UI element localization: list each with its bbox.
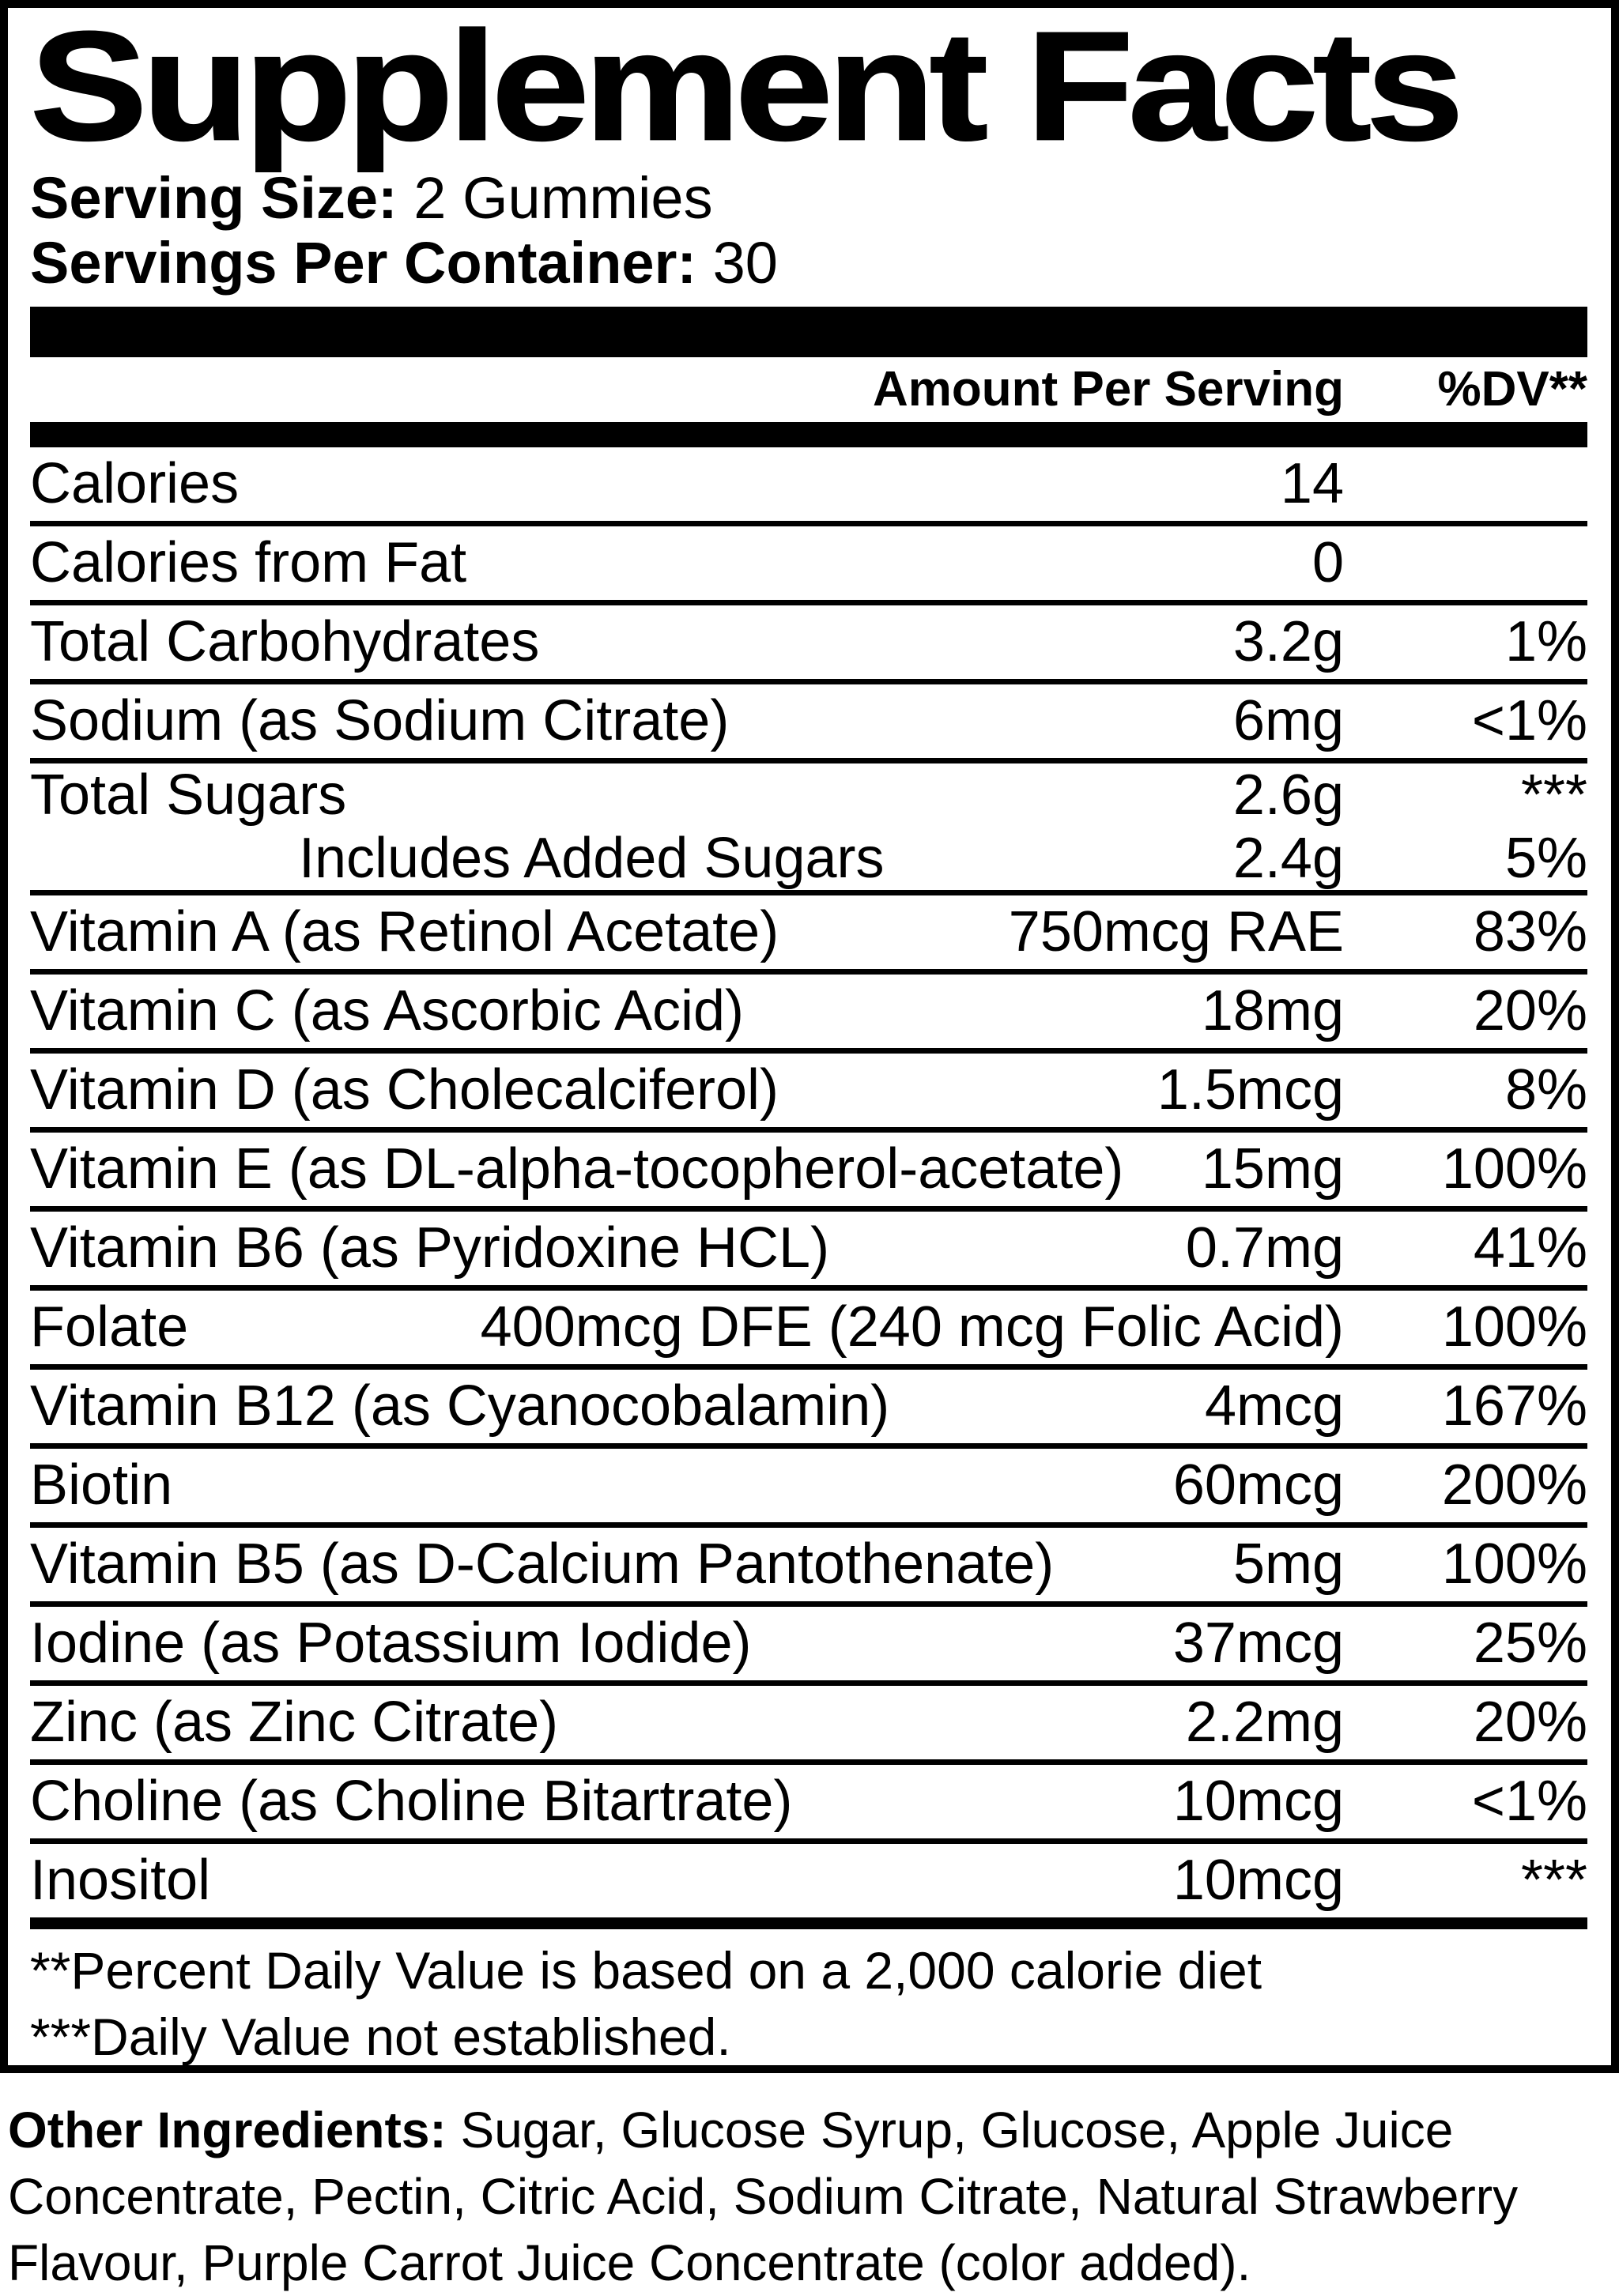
footnote-dv: **Percent Daily Value is based on a 2,00…	[30, 1941, 1262, 2000]
table-row: Vitamin B5 (as D-Calcium Pantothenate) 5m…	[30, 1528, 1587, 1607]
divider-bar-top	[30, 307, 1587, 357]
nutrient-dv: <1%	[1471, 689, 1587, 752]
nutrient-label: Inositol	[30, 1849, 211, 1912]
nutrient-amount: 18mg	[1201, 979, 1344, 1042]
serving-size-label: Serving Size:	[30, 165, 398, 231]
nutrient-label: Choline (as Choline Bitartrate)	[30, 1770, 793, 1833]
nutrient-label: Includes Added Sugars	[299, 827, 885, 890]
servings-per-container-value: 30	[696, 230, 778, 296]
table-row: Biotin 60mcg 200%	[30, 1449, 1587, 1528]
footnote-not-established: ***Daily Value not established.	[30, 2008, 731, 2066]
nutrient-dv: <1%	[1471, 1770, 1587, 1833]
other-ingredients-label: Other Ingredients:	[8, 2102, 447, 2158]
nutrient-label: Calories	[30, 452, 240, 515]
table-row: Vitamin B6 (as Pyridoxine HCL) 0.7mg 41%	[30, 1212, 1587, 1291]
table-row: Inositol 10mcg ***	[30, 1844, 1587, 1917]
nutrient-amount: 750mcg RAE	[1008, 900, 1344, 963]
nutrient-label: Vitamin B5 (as D-Calcium Pantothenate)	[30, 1533, 1055, 1596]
nutrient-amount: 0.7mg	[1185, 1216, 1344, 1280]
divider-bar-header	[30, 422, 1587, 447]
nutrient-dv: 20%	[1473, 1691, 1587, 1754]
table-row: Choline (as Choline Bitartrate) 10mcg <1%	[30, 1765, 1587, 1844]
nutrient-label: Zinc (as Zinc Citrate)	[30, 1691, 559, 1754]
table-row: Vitamin D (as Cholecalciferol) 1.5mcg 8%	[30, 1054, 1587, 1133]
nutrient-table: Calories 14 Calories from Fat 0 Total Carboh…	[30, 447, 1587, 1917]
table-row: Sodium (as Sodium Citrate) 6mg <1%	[30, 684, 1587, 763]
nutrient-amount: 400mcg DFE (240 mcg Folic Acid)	[480, 1295, 1344, 1359]
nutrient-dv: ***	[1520, 763, 1587, 827]
nutrient-label: Vitamin B6 (as Pyridoxine HCL)	[30, 1216, 830, 1280]
nutrient-dv: 100%	[1441, 1295, 1587, 1359]
nutrient-dv: 5%	[1504, 827, 1587, 890]
nutrient-dv: 100%	[1441, 1137, 1587, 1201]
nutrient-amount: 3.2g	[1232, 610, 1344, 673]
table-row: Vitamin A (as Retinol Acetate) 750mcg RAE…	[30, 895, 1587, 975]
nutrient-amount: 5mg	[1232, 1533, 1344, 1596]
nutrient-label: Calories from Fat	[30, 531, 467, 594]
nutrient-dv: 25%	[1473, 1612, 1587, 1675]
nutrient-amount: 37mcg	[1172, 1612, 1344, 1675]
nutrient-label: Total Carbohydrates	[30, 610, 540, 673]
nutrient-amount: 14	[1280, 452, 1344, 515]
serving-size-line: Serving Size: 2 Gummies	[30, 166, 1587, 231]
table-header-row: Amount Per Serving %DV**	[30, 357, 1587, 422]
serving-size-value: 2 Gummies	[397, 165, 713, 231]
nutrient-label: Vitamin C (as Ascorbic Acid)	[30, 979, 744, 1042]
table-row: Vitamin E (as DL-alpha-tocopherol-acetat…	[30, 1133, 1587, 1212]
nutrient-dv: 41%	[1473, 1216, 1587, 1280]
table-row: Vitamin B12 (as Cyanocobalamin) 4mcg 167%	[30, 1370, 1587, 1449]
nutrient-label: Iodine (as Potassium Iodide)	[30, 1612, 752, 1675]
nutrient-dv: 200%	[1441, 1453, 1587, 1517]
nutrient-dv: 167%	[1441, 1374, 1587, 1438]
table-row: Vitamin C (as Ascorbic Acid) 18mg 20%	[30, 975, 1587, 1054]
nutrient-amount: 60mcg	[1172, 1453, 1344, 1517]
other-ingredients: Other Ingredients: Sugar, Glucose Syrup,…	[0, 2073, 1619, 2296]
supplement-facts-panel: Supplement Facts Serving Size: 2 Gummies…	[0, 0, 1619, 2073]
nutrient-label: Vitamin E (as DL-alpha-tocopherol-acetat…	[30, 1137, 1124, 1201]
nutrient-dv: 20%	[1473, 979, 1587, 1042]
nutrient-label: Vitamin D (as Cholecalciferol)	[30, 1058, 779, 1122]
nutrient-dv: 8%	[1504, 1058, 1587, 1122]
table-row: Total Carbohydrates 3.2g 1%	[30, 605, 1587, 684]
table-row: Calories 14	[30, 447, 1587, 526]
divider-bar-bottom	[30, 1917, 1587, 1929]
servings-per-container-label: Servings Per Container:	[30, 230, 697, 296]
header-amount-per-serving: Amount Per Serving	[873, 362, 1344, 417]
nutrient-dv: 1%	[1504, 610, 1587, 673]
header-percent-dv: %DV**	[1437, 362, 1587, 417]
nutrient-amount: 15mg	[1201, 1137, 1344, 1201]
nutrient-label: Total Sugars	[30, 763, 347, 827]
nutrient-label: Folate	[30, 1295, 189, 1359]
nutrient-amount: 6mg	[1232, 689, 1344, 752]
nutrient-label: Vitamin B12 (as Cyanocobalamin)	[30, 1374, 890, 1438]
nutrient-amount: 1.5mcg	[1157, 1058, 1344, 1122]
nutrient-amount: 2.4g	[1232, 827, 1344, 890]
nutrient-label: Vitamin A (as Retinol Acetate)	[30, 900, 779, 963]
table-row: Includes Added Sugars 2.4g 5%	[30, 827, 1587, 895]
nutrient-label: Biotin	[30, 1453, 173, 1517]
table-row: Calories from Fat 0	[30, 526, 1587, 605]
nutrient-amount: 10mcg	[1172, 1770, 1344, 1833]
panel-title: Supplement Facts	[29, 0, 1465, 173]
table-row: Iodine (as Potassium Iodide) 37mcg 25%	[30, 1607, 1587, 1686]
nutrient-label: Sodium (as Sodium Citrate)	[30, 689, 730, 752]
nutrient-amount: 2.6g	[1232, 763, 1344, 827]
nutrient-dv: 100%	[1441, 1533, 1587, 1596]
nutrient-dv: 83%	[1473, 900, 1587, 963]
servings-per-container-line: Servings Per Container: 30	[30, 231, 1587, 296]
nutrient-amount: 10mcg	[1172, 1849, 1344, 1912]
table-row: Zinc (as Zinc Citrate) 2.2mg 20%	[30, 1686, 1587, 1765]
nutrient-amount: 0	[1311, 531, 1344, 594]
table-row: Total Sugars 2.6g ***	[30, 763, 1587, 827]
nutrient-amount: 4mcg	[1204, 1374, 1344, 1438]
nutrient-amount: 2.2mg	[1185, 1691, 1344, 1754]
table-row: Folate 400mcg DFE (240 mcg Folic Acid) 100…	[30, 1291, 1587, 1370]
nutrient-dv: ***	[1520, 1849, 1587, 1912]
